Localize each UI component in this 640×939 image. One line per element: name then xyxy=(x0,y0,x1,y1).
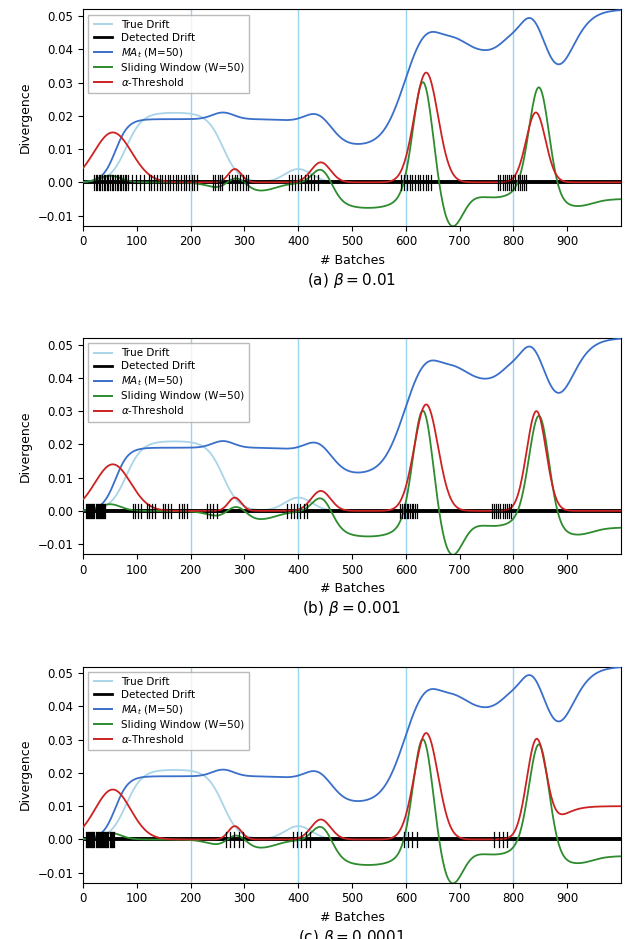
X-axis label: # Batches: # Batches xyxy=(319,582,385,595)
Legend: True Drift, Detected Drift, $MA_t$ (M=50), Sliding Window (W=50), $\alpha$-Thres: True Drift, Detected Drift, $MA_t$ (M=50… xyxy=(88,343,249,422)
Y-axis label: Divergence: Divergence xyxy=(19,82,32,153)
Y-axis label: Divergence: Divergence xyxy=(19,739,32,810)
Legend: True Drift, Detected Drift, $MA_t$ (M=50), Sliding Window (W=50), $\alpha$-Thres: True Drift, Detected Drift, $MA_t$ (M=50… xyxy=(88,671,249,750)
Text: (b) $\beta = 0.001$: (b) $\beta = 0.001$ xyxy=(303,599,401,618)
Legend: True Drift, Detected Drift, $MA_t$ (M=50), Sliding Window (W=50), $\alpha$-Thres: True Drift, Detected Drift, $MA_t$ (M=50… xyxy=(88,15,249,93)
X-axis label: # Batches: # Batches xyxy=(319,911,385,924)
Text: (a) $\beta = 0.01$: (a) $\beta = 0.01$ xyxy=(307,270,397,289)
Text: (c) $\beta = 0.0001$: (c) $\beta = 0.0001$ xyxy=(298,928,406,939)
X-axis label: # Batches: # Batches xyxy=(319,254,385,267)
Y-axis label: Divergence: Divergence xyxy=(19,410,32,482)
